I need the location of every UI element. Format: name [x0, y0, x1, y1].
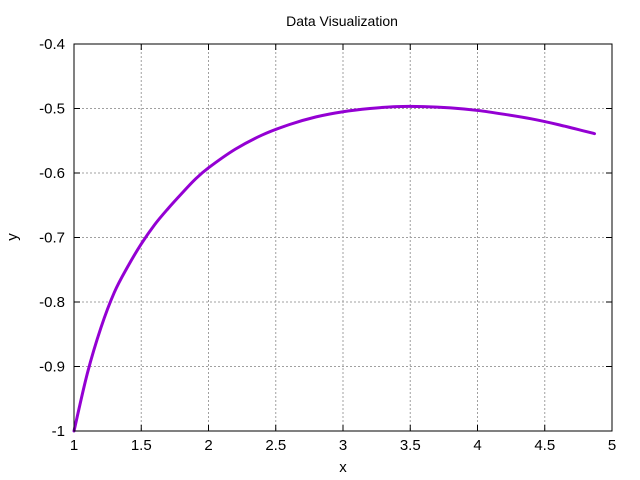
x-tick-label: 2 — [204, 437, 212, 454]
x-tick-label: 3 — [339, 437, 347, 454]
y-axis-label: y — [4, 233, 21, 241]
x-axis-label: x — [339, 459, 347, 476]
x-tick-label: 1 — [70, 437, 78, 454]
plot-frame — [73, 43, 613, 432]
x-tick-label: 2.5 — [265, 437, 286, 454]
y-tick-label: -0.8 — [39, 294, 65, 311]
series-line — [72, 104, 597, 433]
tick-labels: 1 1.5 2 2.5 3 3.5 4 4.5 5 -1 -0.9 -0.8 -0.7 -0.6 -0.5 -… — [39, 36, 616, 454]
x-tick-label: 4 — [473, 437, 481, 454]
y-tick-label: -0.6 — [39, 165, 65, 182]
y-tick-label: -0.7 — [39, 230, 65, 247]
y-tick-label: -0.9 — [39, 359, 65, 376]
x-tick-label: 3.5 — [400, 437, 421, 454]
y-tick-label: -1 — [52, 423, 65, 440]
grid — [74, 44, 612, 431]
x-tick-label: 1.5 — [131, 437, 152, 454]
y-tick-label: -0.5 — [39, 101, 65, 118]
y-tick-label: -0.4 — [39, 36, 65, 53]
chart-title: Data Visualization — [286, 13, 398, 29]
x-tick-label: 5 — [608, 437, 616, 454]
series — [72, 104, 597, 433]
x-tick-label: 4.5 — [534, 437, 555, 454]
